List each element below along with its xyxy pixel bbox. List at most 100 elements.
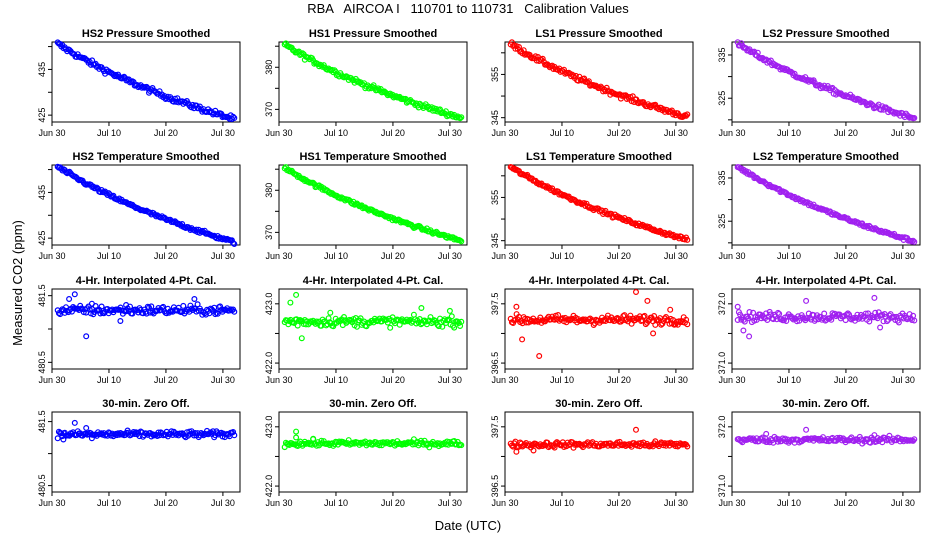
x-tick-label: Jun 30: [38, 498, 65, 508]
data-point: [843, 311, 850, 318]
y-tick-label: 425: [37, 231, 47, 246]
data-point: [310, 179, 317, 186]
x-tick-label: Jul 20: [607, 251, 631, 261]
x-tick-label: Jul 20: [607, 375, 631, 385]
outlier-point: [650, 330, 657, 337]
x-tick-label: Jul 10: [324, 498, 348, 508]
data-point: [301, 178, 308, 185]
data-point: [750, 309, 757, 316]
x-tick-label: Jun 30: [491, 498, 518, 508]
x-tick-label: Jul 30: [211, 251, 235, 261]
y-tick-label: 355: [490, 190, 500, 205]
data-point: [796, 317, 803, 324]
plot-panel: HS2 Pressure Smoothed Jun 30 Jul 10 Jul 20 J…: [37, 28, 241, 138]
plot-frame: [731, 411, 921, 493]
y-tick-label: 425: [37, 108, 47, 123]
data-point: [454, 318, 461, 325]
outlier-point: [871, 294, 878, 301]
data-point: [821, 310, 828, 317]
data-point: [98, 303, 105, 310]
outlier-point: [327, 309, 334, 316]
x-tick-label: Jul 10: [97, 375, 121, 385]
data-point: [188, 305, 195, 312]
x-tick-label: Jul 20: [381, 375, 405, 385]
data-point: [341, 314, 348, 321]
panel-title: 4-Hr. Interpolated 4-Pt. Cal.: [529, 275, 670, 287]
data-point: [776, 310, 783, 317]
x-tick-label: Jul 20: [834, 128, 858, 138]
data-point: [652, 321, 659, 328]
data-point: [911, 436, 918, 443]
x-tick-label: Jun 30: [265, 128, 292, 138]
x-tick-label: Jul 30: [664, 251, 688, 261]
series-points: [734, 426, 918, 447]
series-points: [507, 39, 691, 120]
data-point: [641, 312, 648, 319]
data-point: [789, 315, 796, 322]
panel-title: LS1 Temperature Smoothed: [526, 151, 672, 163]
x-tick-label: Jul 30: [438, 498, 462, 508]
outlier-point: [871, 432, 878, 439]
data-point: [577, 200, 584, 207]
x-tick-label: Jun 30: [265, 498, 292, 508]
plot-frame: [278, 288, 468, 370]
data-point: [539, 55, 546, 62]
series-points: [281, 291, 465, 342]
outlier-point: [513, 303, 520, 310]
y-tick-label: 396.5: [490, 475, 500, 498]
y-tick-label: 371.0: [717, 475, 727, 498]
figure-title: RBA AIRCOA I 110701 to 110731 Calibratio…: [307, 1, 629, 16]
data-point: [189, 101, 196, 108]
plot-panel: 4-Hr. Interpolated 4-Pt. Cal. Jun 30 Jul 1…: [717, 275, 921, 385]
outlier-point: [287, 299, 294, 306]
plot-panel: LS2 Pressure Smoothed Jun 30 Jul 10 Jul 20 J…: [717, 28, 921, 138]
x-tick-label: Jul 30: [891, 128, 915, 138]
panel-title: 4-Hr. Interpolated 4-Pt. Cal.: [76, 275, 217, 287]
panel-title: HS1 Temperature Smoothed: [299, 151, 446, 163]
data-point: [448, 313, 455, 320]
data-point: [458, 442, 465, 449]
data-point: [759, 434, 766, 441]
outlier-point: [293, 291, 300, 298]
outlier-point: [632, 289, 639, 296]
y-tick-label: 480.5: [37, 474, 47, 497]
x-tick-label: Jul 30: [891, 498, 915, 508]
data-point: [684, 443, 691, 450]
plot-frame: [51, 288, 241, 370]
data-point: [891, 313, 898, 320]
outlier-point: [513, 448, 520, 455]
series-points: [54, 39, 238, 122]
y-tick-label: 397.5: [490, 293, 500, 316]
outlier-point: [877, 324, 884, 331]
outlier-point: [536, 353, 543, 360]
y-tick-label: 325: [717, 214, 727, 229]
data-point: [866, 101, 873, 108]
outlier-point: [83, 425, 90, 432]
y-tick-label: 397.5: [490, 416, 500, 439]
data-point: [427, 314, 434, 321]
x-tick-label: Jul 10: [97, 251, 121, 261]
x-tick-label: Jul 10: [324, 251, 348, 261]
outlier-point: [83, 333, 90, 340]
data-point: [230, 113, 237, 120]
x-tick-label: Jun 30: [718, 498, 745, 508]
data-point: [148, 303, 155, 310]
series-points: [734, 294, 918, 340]
x-tick-label: Jun 30: [718, 128, 745, 138]
y-tick-label: 481.5: [37, 284, 47, 307]
outlier-point: [66, 296, 73, 303]
x-tick-label: Jun 30: [265, 375, 292, 385]
plot-panel: LS2 Temperature Smoothed Jun 30 Jul 10 Jul …: [717, 151, 921, 261]
plot-panel: 4-Hr. Interpolated 4-Pt. Cal. Jun 30 Jul 1…: [37, 275, 241, 385]
plot-frame: [278, 164, 468, 246]
y-tick-label: 355: [490, 67, 500, 82]
plot-panel: LS1 Pressure Smoothed Jun 30 Jul 10 Jul 20 J…: [490, 28, 694, 138]
x-tick-label: Jul 30: [664, 375, 688, 385]
x-tick-label: Jul 10: [777, 251, 801, 261]
data-point: [117, 304, 124, 311]
x-tick-label: Jun 30: [38, 128, 65, 138]
x-tick-label: Jul 10: [97, 498, 121, 508]
data-point: [357, 315, 364, 322]
outlier-point: [71, 291, 78, 298]
x-tick-label: Jul 10: [777, 375, 801, 385]
